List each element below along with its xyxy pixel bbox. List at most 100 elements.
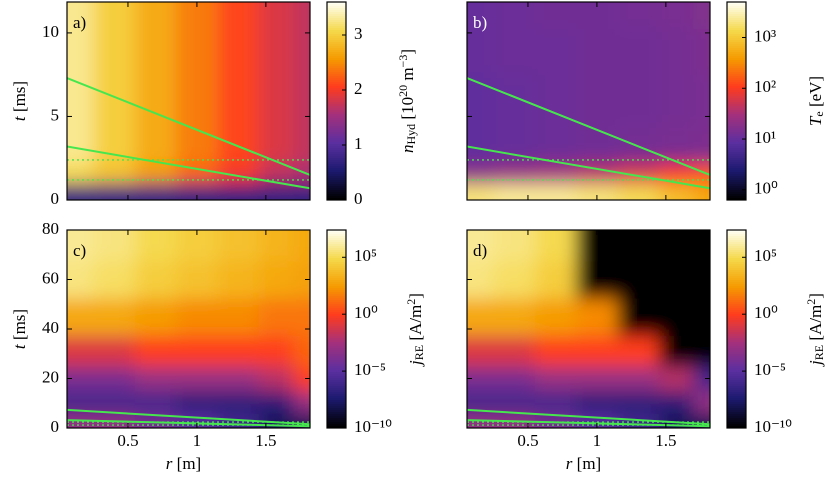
heatmap-cell (293, 74, 310, 126)
colorbar-step (327, 240, 346, 243)
colorbar-step (327, 78, 346, 81)
colorbar-step (327, 280, 346, 283)
colorbar (727, 230, 746, 429)
colorbar-step (727, 146, 746, 149)
colorbar-step (727, 142, 746, 145)
heatmap-cell (467, 183, 494, 200)
colorbar-step (327, 148, 346, 151)
colorbar-step (727, 394, 746, 397)
heatmap-cell (493, 260, 536, 299)
x-axis-label: r [m] (566, 454, 601, 473)
heatmap (467, 2, 710, 200)
colorbar-step (327, 316, 346, 319)
colorbar-step (727, 390, 746, 393)
heatmap-cell (67, 162, 94, 184)
colorbar-step (727, 348, 746, 351)
colorbar-step (727, 158, 746, 161)
colorbar-step (727, 392, 746, 395)
heatmap-cell (617, 183, 660, 200)
colorbar-step (727, 266, 746, 269)
colorbar-step (327, 236, 346, 239)
heatmap-cell (617, 298, 660, 336)
heatmap-cell (467, 74, 494, 126)
heatmap-cell (693, 260, 710, 299)
colorbar-step (727, 238, 746, 241)
heatmap-cell (617, 74, 660, 126)
heatmap-cell (617, 28, 660, 76)
heatmap-cell (576, 366, 619, 392)
colorbar-step (727, 72, 746, 75)
colorbar-step (727, 362, 746, 365)
label-part: j (806, 360, 825, 367)
heatmap-cell (258, 162, 294, 184)
heatmap-cell (617, 260, 660, 299)
colorbar-step (327, 10, 346, 13)
heatmap-cell (493, 230, 536, 262)
colorbar-step (727, 388, 746, 391)
heatmap-cells (467, 2, 710, 200)
colorbar-step (727, 92, 746, 95)
heatmap-cell (176, 366, 219, 392)
colorbar-step (727, 196, 746, 199)
heatmap-cell (576, 230, 619, 262)
label-part: 20 (396, 85, 410, 97)
colorbar-step (727, 136, 746, 139)
colorbar-step (327, 252, 346, 255)
colorbar-step (327, 376, 346, 379)
colorbar-step (727, 276, 746, 279)
colorbar-step (327, 420, 346, 423)
label-part: t (10, 343, 29, 349)
colorbar-step (327, 412, 346, 415)
colorbar-step (327, 358, 346, 361)
heatmap-cell (617, 390, 660, 414)
colorbar-step (727, 64, 746, 67)
colorbar-step (727, 318, 746, 321)
colorbar-step (327, 32, 346, 35)
heatmap-cell (134, 162, 177, 184)
colorbar-step (727, 326, 746, 329)
colorbar-step (327, 422, 346, 425)
colorbar-step (327, 322, 346, 325)
colorbar-step (727, 398, 746, 401)
heatmap-cell (258, 260, 294, 299)
colorbar-step (727, 76, 746, 79)
colorbar-step (727, 290, 746, 293)
colorbar-step (727, 192, 746, 195)
overlay-line (467, 77, 710, 176)
colorbar-step (727, 240, 746, 243)
heatmap-cell (293, 230, 310, 262)
colorbar-step (327, 392, 346, 395)
colorbar-step (327, 96, 346, 99)
heatmap-cell (176, 124, 219, 163)
colorbar-step (727, 306, 746, 309)
colorbar-step (727, 34, 746, 37)
colorbar-step (327, 394, 346, 397)
heatmap-cell (467, 2, 494, 30)
colorbar-tick-label: 10⁻¹⁰ (754, 417, 792, 436)
colorbar-step (327, 288, 346, 291)
colorbar-step (727, 380, 746, 383)
colorbar-step (327, 40, 346, 43)
heatmap-cell (493, 2, 536, 30)
colorbar-step (327, 248, 346, 251)
colorbar-step (727, 384, 746, 387)
colorbar-step (327, 136, 346, 139)
heatmap-cell (258, 183, 294, 200)
heatmap-cell (467, 390, 494, 414)
overlay-line (67, 77, 310, 176)
heatmap-cell (134, 74, 177, 126)
colorbar-step (727, 298, 746, 301)
heatmap-cell (534, 260, 577, 299)
colorbar-step (327, 138, 346, 141)
colorbar-step (327, 88, 346, 91)
colorbar-frame (326, 1, 347, 201)
label-part: e (812, 111, 826, 116)
heatmap-cell (693, 124, 710, 163)
colorbar-step (727, 366, 746, 369)
colorbar-step (327, 68, 346, 71)
colorbar-step (327, 106, 346, 109)
heatmap-cell (293, 335, 310, 367)
colorbar-step (727, 320, 746, 323)
colorbar-step (327, 418, 346, 421)
